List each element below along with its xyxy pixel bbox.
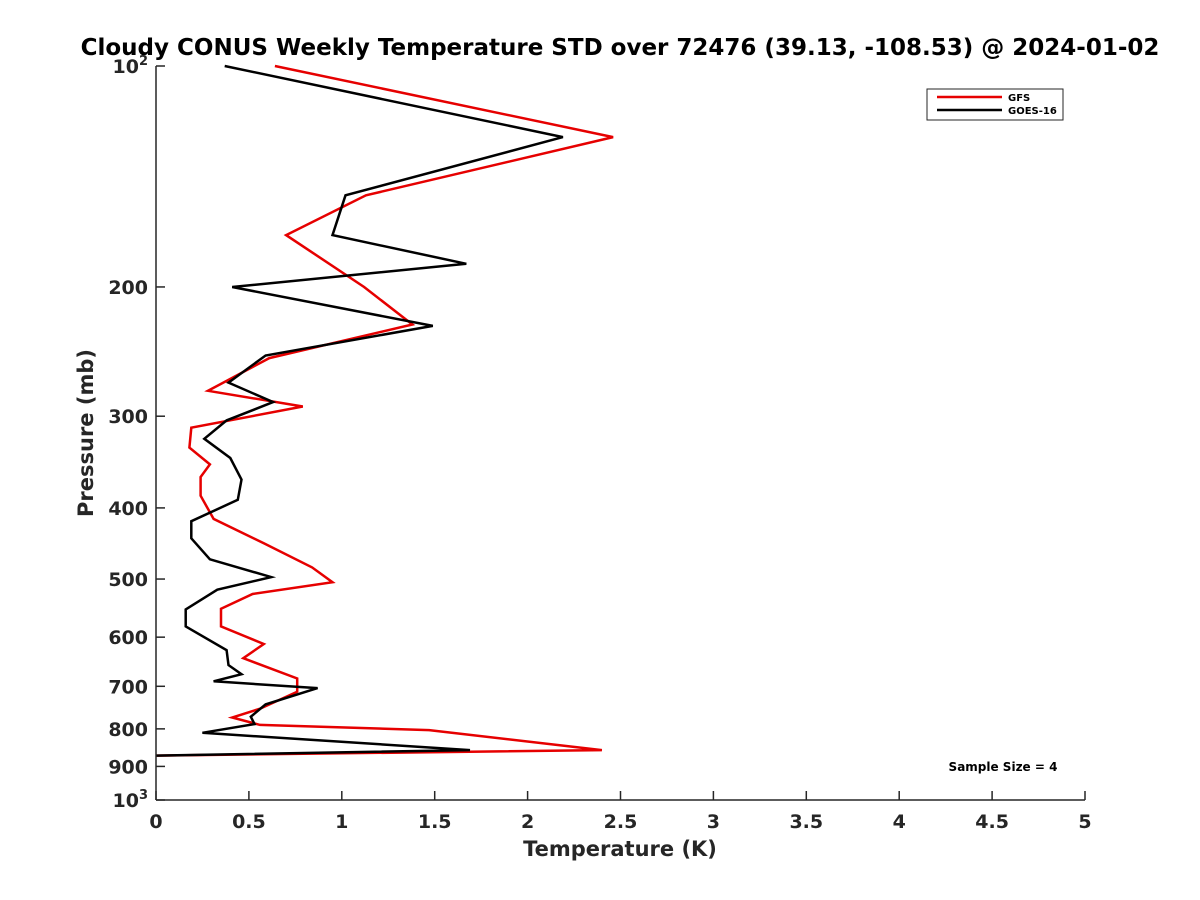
legend: GFS GOES-16 xyxy=(926,88,1064,121)
series-line-gfs xyxy=(155,64,614,757)
x-tick-label: 2.5 xyxy=(604,811,638,833)
y-tick-label: 900 xyxy=(108,756,148,778)
y-tick-label: 700 xyxy=(108,676,148,698)
x-tick-label: 3.5 xyxy=(789,811,823,833)
x-tick-label: 4 xyxy=(893,811,906,833)
x-tick-label: 3 xyxy=(707,811,720,833)
x-tick-label: 4.5 xyxy=(975,811,1009,833)
x-tick-label: 1.5 xyxy=(418,811,452,833)
y-tick-label: 500 xyxy=(108,569,148,591)
chart-title: Cloudy CONUS Weekly Temperature STD over… xyxy=(81,35,1160,61)
y-tick-label: 800 xyxy=(108,719,148,741)
y-tick-label: 103 xyxy=(113,788,149,812)
axes: 0 0.5 1 1.5 2 2.5 3 3.5 4 4.5 5 102 200 300 400 500 600 7… xyxy=(108,54,1091,833)
legend-label-gfs: GFS xyxy=(1008,93,1030,104)
y-tick-label: 600 xyxy=(108,627,148,649)
y-axis-label: Pressure (mb) xyxy=(74,349,98,517)
y-tick-label: 102 xyxy=(113,54,149,78)
x-tick-label: 2 xyxy=(521,811,534,833)
y-tick-label: 400 xyxy=(108,498,148,520)
series-line-goes16 xyxy=(155,64,564,757)
legend-box xyxy=(926,88,1064,121)
legend-label-goes16: GOES-16 xyxy=(1008,106,1057,117)
x-tick-label: 0.5 xyxy=(232,811,266,833)
x-tick-label: 5 xyxy=(1078,811,1091,833)
sample-size-annotation: Sample Size = 4 xyxy=(949,760,1058,774)
x-tick-label: 1 xyxy=(335,811,348,833)
x-axis-label: Temperature (K) xyxy=(523,837,717,861)
y-tick-label: 300 xyxy=(108,406,148,428)
x-tick-label: 0 xyxy=(149,811,162,833)
series-layer xyxy=(155,64,614,757)
y-tick-label: 200 xyxy=(108,277,148,299)
